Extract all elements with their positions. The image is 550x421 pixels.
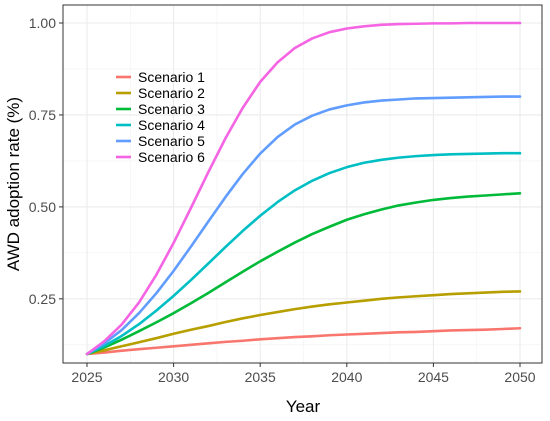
y-tick-label: 0.75 (29, 107, 56, 123)
legend-label-scenario-3: Scenario 3 (138, 101, 205, 117)
legend-label-scenario-5: Scenario 5 (138, 133, 205, 149)
x-tick-label: 2050 (504, 369, 535, 385)
x-tick-labels: 2025 2030 2035 2040 2045 2050 (71, 369, 535, 385)
legend-label-scenario-2: Scenario 2 (138, 85, 205, 101)
scenario-4-line (85, 151, 522, 356)
x-tick-label: 2035 (245, 369, 276, 385)
scenario-3-line (85, 191, 522, 356)
scenario-6-line (85, 21, 522, 356)
scenario-2-line (85, 290, 522, 356)
legend-label-scenario-6: Scenario 6 (138, 149, 205, 165)
legend-label-scenario-4: Scenario 4 (138, 117, 205, 133)
scenario-5-line (85, 95, 522, 356)
axis-ticks (59, 22, 521, 367)
y-axis-title: AWD adoption rate (%) (4, 97, 23, 271)
scenario-1-line (85, 326, 522, 356)
x-tick-label: 2025 (71, 369, 102, 385)
y-tick-label: 1.00 (29, 15, 56, 31)
x-tick-label: 2040 (331, 369, 362, 385)
x-tick-label: 2030 (158, 369, 189, 385)
x-tick-label: 2045 (418, 369, 449, 385)
y-tick-label: 0.25 (29, 291, 56, 307)
legend-label-scenario-1: Scenario 1 (138, 69, 205, 85)
series-lines (85, 21, 522, 356)
minor-gridlines (63, 5, 542, 363)
y-tick-label: 0.50 (29, 199, 56, 215)
x-axis-title: Year (286, 397, 321, 416)
plot-panel-border (62, 4, 543, 364)
y-tick-labels: 0.25 0.50 0.75 1.00 (29, 15, 56, 307)
